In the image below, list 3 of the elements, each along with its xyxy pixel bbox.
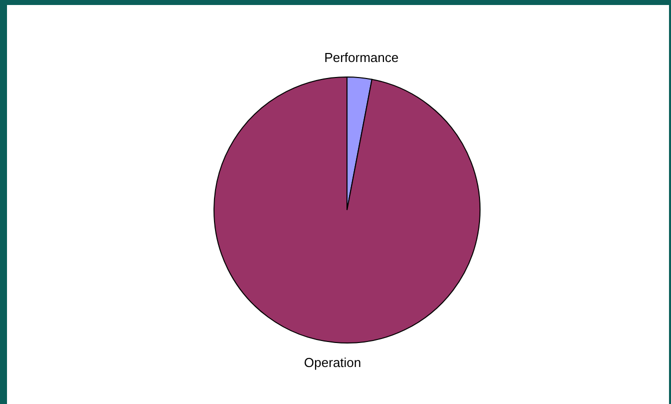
slice-label: Performance [324,50,399,66]
slice-label: Operation [304,354,362,370]
pie-slice [214,76,480,344]
